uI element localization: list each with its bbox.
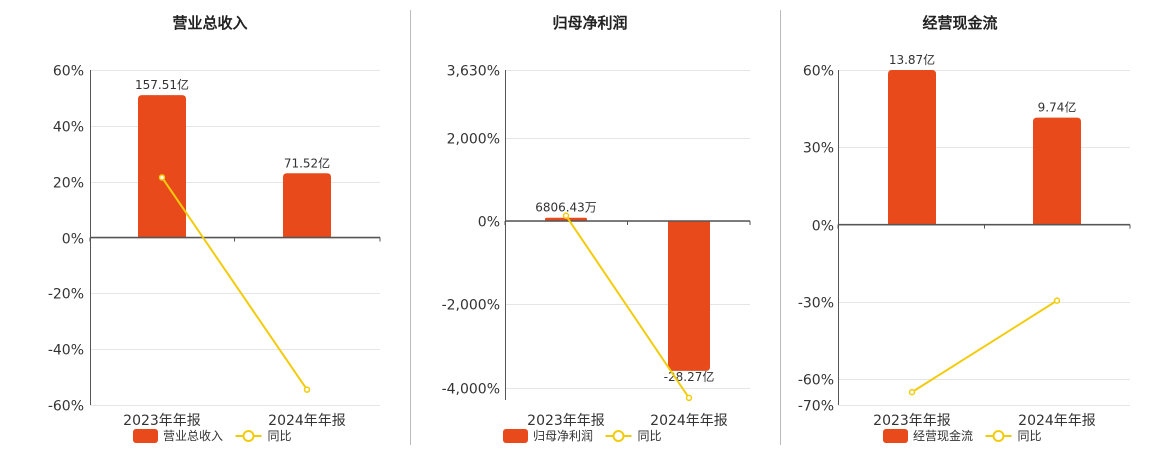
y-tick-label: 0%	[478, 215, 500, 231]
y-tick-label: -30%	[798, 296, 834, 312]
bar	[138, 95, 186, 238]
legend-swatch-bar	[883, 429, 908, 443]
y-tick-label: -2,000%	[442, 298, 500, 314]
legend-swatch-bar	[133, 429, 158, 443]
yoy-point	[158, 174, 166, 181]
chart-3: 经营现金流 60% 30% 0% -30% -60% -70% 13.87亿 9.74亿 2023…	[798, 14, 1131, 443]
bar-data-label: 157.51亿	[135, 77, 189, 92]
y-tick-label: 0%	[62, 232, 84, 248]
bar	[1033, 117, 1081, 225]
yoy-point	[908, 388, 916, 396]
legend-label: 同比	[638, 429, 662, 443]
yoy-point	[562, 212, 570, 219]
yoy-point	[303, 386, 311, 393]
y-tick-label: 3,630%	[447, 64, 500, 80]
y-tick-label: 60%	[53, 64, 84, 80]
chart-title: 归母净利润	[552, 14, 627, 32]
legend: 归母净利润 同比	[503, 429, 662, 443]
yoy-point	[685, 394, 693, 402]
yoy-line	[565, 215, 690, 399]
legend-swatch-marker	[992, 430, 1005, 442]
chart-title: 营业总收入	[172, 14, 247, 32]
chart-title: 经营现金流	[922, 14, 997, 32]
bar-data-label: 9.74亿	[1038, 100, 1077, 115]
x-category-label: 2024年年报	[268, 413, 346, 429]
x-category-label: 2023年年报	[527, 413, 605, 429]
y-tick-label: -4,000%	[442, 382, 500, 398]
yoy-line	[161, 176, 308, 391]
legend-label: 经营现金流	[913, 428, 973, 443]
yoy-point	[1053, 297, 1061, 304]
y-tick-label: 0%	[812, 219, 834, 235]
y-tick-label: 2,000%	[447, 132, 500, 148]
y-tick-label: -60%	[798, 373, 834, 389]
x-category-label: 2024年年报	[650, 413, 728, 429]
yoy-line	[911, 299, 1058, 393]
bar	[888, 70, 936, 225]
bar-data-label: 71.52亿	[284, 155, 330, 170]
bar-data-label: 13.87亿	[889, 52, 935, 67]
x-category-label: 2023年年报	[123, 413, 201, 429]
bar-data-label: 6806.43万	[535, 201, 597, 215]
legend-label: 同比	[1018, 429, 1042, 443]
legend-label: 营业总收入	[163, 429, 223, 443]
bar	[283, 173, 331, 238]
chart-1: 营业总收入 60% 40% 20% 0% -20% -40% -60% 157.51亿 71.52…	[48, 14, 381, 443]
legend-swatch-bar	[503, 429, 528, 443]
legend-swatch-marker	[612, 430, 625, 442]
y-tick-label: 40%	[53, 120, 84, 136]
y-tick-label: -70%	[798, 399, 834, 415]
y-tick-label: -40%	[48, 343, 84, 359]
y-tick-label: 20%	[53, 176, 84, 192]
y-tick-label: 60%	[803, 64, 834, 80]
legend: 经营现金流 同比	[883, 428, 1042, 443]
y-tick-label: -20%	[48, 287, 84, 303]
chart-2: 归母净利润 3,630% 2,000% 0% -2,000% -4,000% 6806.43…	[442, 14, 751, 443]
bar	[668, 221, 710, 371]
legend-swatch-marker	[242, 430, 255, 442]
bar	[545, 217, 587, 222]
x-category-label: 2024年年报	[1018, 413, 1096, 429]
y-tick-label: -60%	[48, 399, 84, 415]
legend: 营业总收入 同比	[133, 429, 292, 443]
legend-label: 归母净利润	[533, 429, 593, 443]
legend-label: 同比	[268, 429, 292, 443]
x-category-label: 2023年年报	[873, 413, 951, 429]
y-tick-label: 30%	[803, 141, 834, 157]
